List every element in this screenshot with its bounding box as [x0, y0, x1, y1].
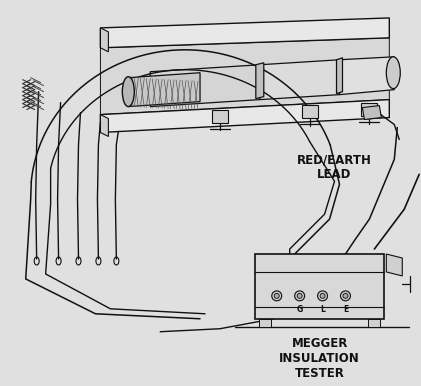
- Ellipse shape: [272, 291, 282, 301]
- Ellipse shape: [317, 291, 328, 301]
- Polygon shape: [101, 18, 389, 48]
- Ellipse shape: [274, 293, 279, 298]
- Polygon shape: [101, 100, 389, 132]
- Polygon shape: [128, 73, 200, 107]
- Polygon shape: [361, 103, 377, 115]
- Ellipse shape: [295, 291, 305, 301]
- Ellipse shape: [343, 293, 348, 298]
- Polygon shape: [386, 254, 402, 276]
- Ellipse shape: [386, 57, 400, 89]
- Ellipse shape: [297, 293, 302, 298]
- Ellipse shape: [320, 293, 325, 298]
- Polygon shape: [212, 110, 228, 122]
- Text: L: L: [320, 305, 325, 314]
- Polygon shape: [101, 28, 108, 52]
- Polygon shape: [255, 254, 384, 319]
- Ellipse shape: [341, 291, 350, 301]
- Polygon shape: [150, 65, 260, 107]
- Polygon shape: [302, 105, 317, 118]
- Polygon shape: [339, 57, 394, 95]
- Text: E: E: [343, 305, 348, 314]
- Text: RED/EARTH
LEAD: RED/EARTH LEAD: [297, 153, 372, 181]
- Polygon shape: [362, 106, 381, 120]
- Text: G: G: [296, 305, 303, 314]
- Polygon shape: [256, 63, 264, 98]
- Polygon shape: [259, 319, 271, 327]
- Ellipse shape: [123, 77, 134, 107]
- Polygon shape: [101, 115, 108, 137]
- Polygon shape: [368, 319, 380, 327]
- Polygon shape: [336, 58, 343, 94]
- Polygon shape: [101, 38, 389, 115]
- Text: MEGGER
INSULATION
TESTER: MEGGER INSULATION TESTER: [279, 337, 360, 380]
- Polygon shape: [260, 60, 339, 100]
